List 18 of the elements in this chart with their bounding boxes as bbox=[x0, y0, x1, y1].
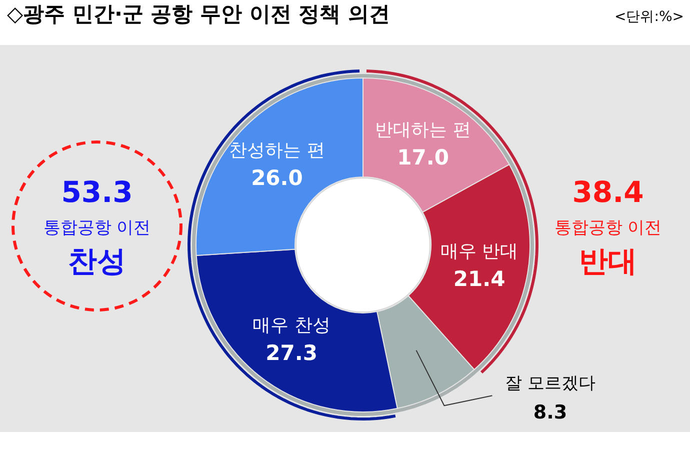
text: 통합공항 이전 bbox=[43, 218, 151, 238]
slice-label: 반대하는 편 bbox=[375, 119, 471, 140]
slice-label: 매우 반대 bbox=[440, 240, 518, 262]
data-label: 8.3 bbox=[533, 402, 568, 424]
text: 53.3 bbox=[61, 175, 133, 209]
text: 통합공항 이전 bbox=[554, 218, 662, 238]
text: 찬성 bbox=[68, 244, 126, 278]
data-label: 17.0 bbox=[397, 145, 449, 170]
slice-label: 매우 찬성 bbox=[252, 314, 330, 336]
slice-label: 잘 모르겠다 bbox=[505, 374, 596, 394]
text: 반대 bbox=[579, 244, 637, 278]
text: <단위:%> bbox=[614, 9, 684, 25]
data-label: 21.4 bbox=[453, 266, 506, 291]
chart-title: ◇광주 민간·군 공항 무안 이전 정책 의견 bbox=[7, 2, 390, 26]
slice-label: 찬성하는 편 bbox=[229, 140, 325, 162]
data-label: 26.0 bbox=[251, 166, 303, 190]
text: 38.4 bbox=[572, 175, 644, 209]
data-label: 27.3 bbox=[266, 340, 318, 365]
